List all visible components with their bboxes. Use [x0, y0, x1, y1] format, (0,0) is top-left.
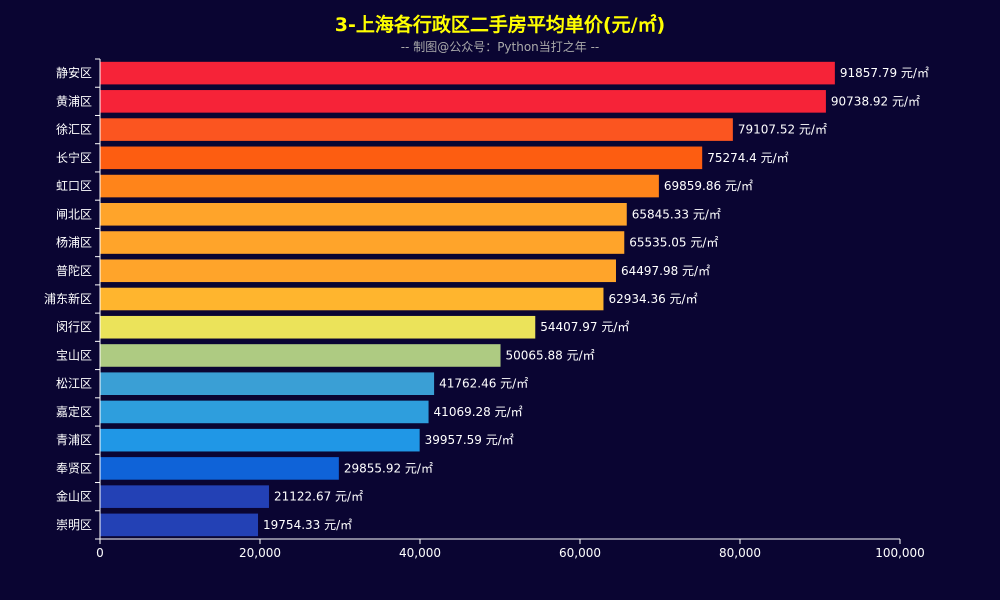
x-tick-label: 20,000 [239, 546, 281, 560]
y-tick-label: 普陀区 [56, 263, 92, 278]
bar-value-label: 39957.59 元/㎡ [425, 433, 514, 447]
bar [100, 231, 625, 254]
chart-title: 3-上海各行政区二手房平均单价(元/㎡) [334, 14, 666, 36]
bar [100, 90, 826, 113]
y-tick-label: 徐汇区 [56, 122, 92, 137]
bar-value-label: 50065.88 元/㎡ [506, 348, 595, 362]
chart-subtitle: -- 制图@公众号：Python当打之年 -- [400, 40, 600, 54]
y-tick-label: 闸北区 [56, 207, 92, 221]
bar-value-label: 64497.98 元/㎡ [621, 264, 710, 278]
bar [100, 485, 269, 508]
y-tick-label: 长宁区 [56, 150, 92, 165]
x-tick-label: 100,000 [875, 546, 925, 560]
bar [100, 428, 420, 452]
bar [100, 457, 339, 480]
bar-value-label: 91857.79 元/㎡ [840, 66, 929, 80]
bar-value-label: 75274.4 元/㎡ [707, 151, 788, 165]
y-tick-label: 杨浦区 [56, 235, 92, 250]
x-tick-label: 40,000 [399, 546, 441, 560]
bar [100, 174, 659, 198]
bar-value-label: 79107.52 元/㎡ [738, 123, 827, 137]
bar-value-label: 69859.86 元/㎡ [664, 179, 753, 193]
bar-value-label: 41069.28 元/㎡ [434, 405, 523, 419]
bar-value-label: 21122.67 元/㎡ [274, 490, 363, 504]
bar-value-label: 29855.92 元/㎡ [344, 461, 433, 475]
y-tick-label: 静安区 [56, 65, 92, 80]
y-tick-label: 黄浦区 [56, 94, 92, 108]
y-tick-label: 青浦区 [56, 433, 92, 447]
bar [100, 146, 703, 170]
bar-value-label: 19754.33 元/㎡ [263, 518, 352, 532]
bar [100, 400, 429, 424]
bar-value-label: 65535.05 元/㎡ [629, 236, 718, 250]
bar [100, 259, 616, 283]
y-tick-label: 崇明区 [56, 518, 92, 532]
bar [100, 203, 627, 226]
y-tick-label: 闵行区 [56, 319, 92, 334]
x-tick-label: 60,000 [559, 546, 601, 560]
bar [100, 61, 835, 85]
bar [100, 372, 435, 395]
y-tick-label: 奉贤区 [56, 461, 92, 475]
bar-value-label: 41762.46 元/㎡ [439, 377, 528, 391]
bar [100, 287, 604, 311]
bar-value-label: 54407.97 元/㎡ [540, 320, 629, 334]
y-tick-label: 宝山区 [56, 348, 92, 362]
bar [100, 315, 536, 339]
y-tick-label: 浦东新区 [44, 291, 92, 306]
x-tick-label: 0 [96, 546, 104, 560]
bar-value-label: 90738.92 元/㎡ [831, 94, 920, 108]
y-tick-label: 虹口区 [56, 179, 92, 193]
bar [100, 344, 501, 367]
y-tick-label: 松江区 [56, 377, 92, 391]
bar-value-label: 62934.36 元/㎡ [608, 292, 697, 306]
y-tick-label: 嘉定区 [56, 404, 92, 419]
y-tick-label: 金山区 [56, 489, 92, 504]
bar [100, 118, 733, 141]
bar-value-label: 65845.33 元/㎡ [632, 207, 721, 221]
bar [100, 513, 259, 537]
x-tick-label: 80,000 [719, 546, 761, 560]
